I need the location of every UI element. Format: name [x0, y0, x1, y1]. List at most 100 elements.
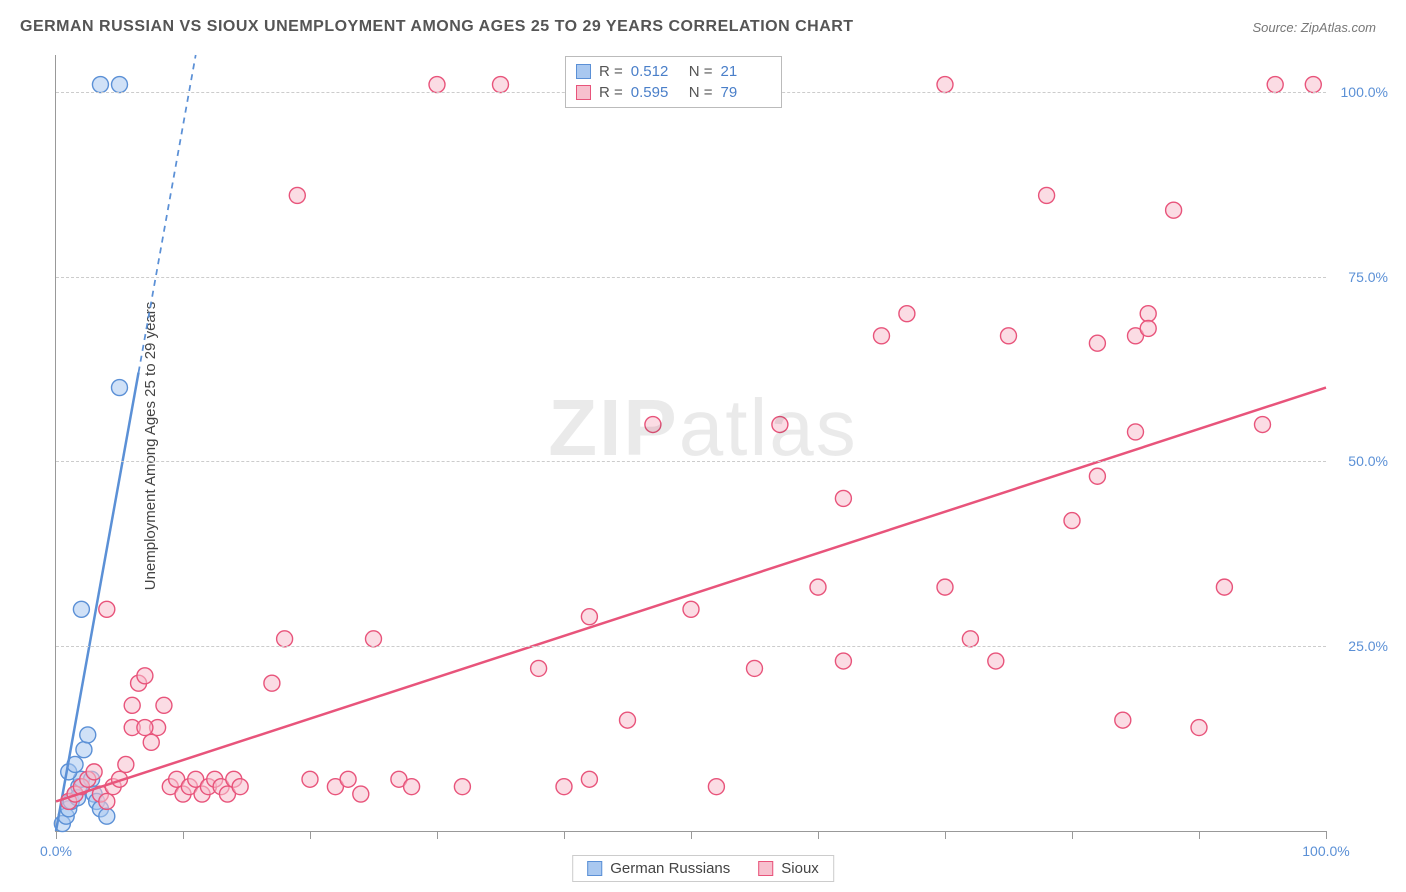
data-point	[493, 77, 509, 93]
legend-item: Sioux	[758, 860, 819, 877]
data-point	[289, 187, 305, 203]
data-point	[429, 77, 445, 93]
stat-n-label: N =	[689, 63, 713, 80]
legend-swatch	[758, 861, 773, 876]
data-point	[143, 734, 159, 750]
data-point	[835, 490, 851, 506]
data-point	[874, 328, 890, 344]
data-point	[73, 601, 89, 617]
stat-r-value: 0.512	[631, 63, 681, 80]
data-point	[1089, 335, 1105, 351]
stat-n-value: 79	[721, 84, 771, 101]
x-tick-label: 100.0%	[1302, 843, 1349, 859]
gridline	[56, 646, 1326, 647]
data-point	[772, 417, 788, 433]
data-point	[645, 417, 661, 433]
gridline	[56, 277, 1326, 278]
data-point	[99, 793, 115, 809]
data-point	[112, 380, 128, 396]
data-point	[531, 660, 547, 676]
data-point	[1128, 424, 1144, 440]
data-point	[404, 779, 420, 795]
data-point	[353, 786, 369, 802]
y-tick-label: 100.0%	[1341, 84, 1388, 100]
x-tick	[1072, 831, 1073, 839]
data-point	[581, 609, 597, 625]
data-point	[76, 742, 92, 758]
data-point	[264, 675, 280, 691]
legend-label: Sioux	[781, 860, 819, 877]
data-point	[708, 779, 724, 795]
x-tick	[818, 831, 819, 839]
data-point	[137, 720, 153, 736]
data-point	[1166, 202, 1182, 218]
stat-r-label: R =	[599, 63, 623, 80]
legend-label: German Russians	[610, 860, 730, 877]
data-point	[1255, 417, 1271, 433]
plot-area: 25.0%50.0%75.0%100.0%0.0%100.0%	[55, 55, 1326, 832]
data-point	[1191, 720, 1207, 736]
data-point	[137, 668, 153, 684]
stat-n-label: N =	[689, 84, 713, 101]
data-point	[747, 660, 763, 676]
data-point	[124, 697, 140, 713]
legend-swatch	[576, 85, 591, 100]
x-tick	[1199, 831, 1200, 839]
legend-swatch	[576, 64, 591, 79]
stats-row: R = 0.512 N = 21	[576, 61, 771, 82]
data-point	[340, 771, 356, 787]
data-point	[86, 764, 102, 780]
chart-svg	[56, 55, 1326, 831]
data-point	[937, 579, 953, 595]
data-point	[1216, 579, 1232, 595]
data-point	[1001, 328, 1017, 344]
data-point	[80, 727, 96, 743]
trendline-dashed	[139, 55, 196, 372]
data-point	[1267, 77, 1283, 93]
x-tick	[564, 831, 565, 839]
chart-title: GERMAN RUSSIAN VS SIOUX UNEMPLOYMENT AMO…	[20, 18, 854, 36]
legend-item: German Russians	[587, 860, 730, 877]
trendline	[56, 388, 1326, 802]
legend: German Russians Sioux	[572, 855, 834, 882]
data-point	[962, 631, 978, 647]
data-point	[118, 756, 134, 772]
x-tick	[691, 831, 692, 839]
stats-row: R = 0.595 N = 79	[576, 82, 771, 103]
data-point	[1039, 187, 1055, 203]
data-point	[302, 771, 318, 787]
data-point	[810, 579, 826, 595]
source-text: Source: ZipAtlas.com	[1252, 20, 1376, 35]
x-tick	[945, 831, 946, 839]
data-point	[1115, 712, 1131, 728]
stat-r-label: R =	[599, 84, 623, 101]
data-point	[1140, 320, 1156, 336]
data-point	[92, 77, 108, 93]
stats-box: R = 0.512 N = 21 R = 0.595 N = 79	[565, 56, 782, 108]
x-tick	[183, 831, 184, 839]
data-point	[156, 697, 172, 713]
data-point	[99, 601, 115, 617]
data-point	[1089, 468, 1105, 484]
data-point	[937, 77, 953, 93]
gridline	[56, 461, 1326, 462]
x-tick	[437, 831, 438, 839]
x-tick	[56, 831, 57, 839]
legend-swatch	[587, 861, 602, 876]
stat-r-value: 0.595	[631, 84, 681, 101]
data-point	[366, 631, 382, 647]
stat-n-value: 21	[721, 63, 771, 80]
y-tick-label: 50.0%	[1348, 453, 1388, 469]
data-point	[988, 653, 1004, 669]
y-tick-label: 75.0%	[1348, 269, 1388, 285]
data-point	[835, 653, 851, 669]
y-tick-label: 25.0%	[1348, 638, 1388, 654]
data-point	[899, 306, 915, 322]
data-point	[1140, 306, 1156, 322]
data-point	[1064, 513, 1080, 529]
data-point	[556, 779, 572, 795]
data-point	[620, 712, 636, 728]
data-point	[112, 77, 128, 93]
x-tick	[1326, 831, 1327, 839]
data-point	[454, 779, 470, 795]
